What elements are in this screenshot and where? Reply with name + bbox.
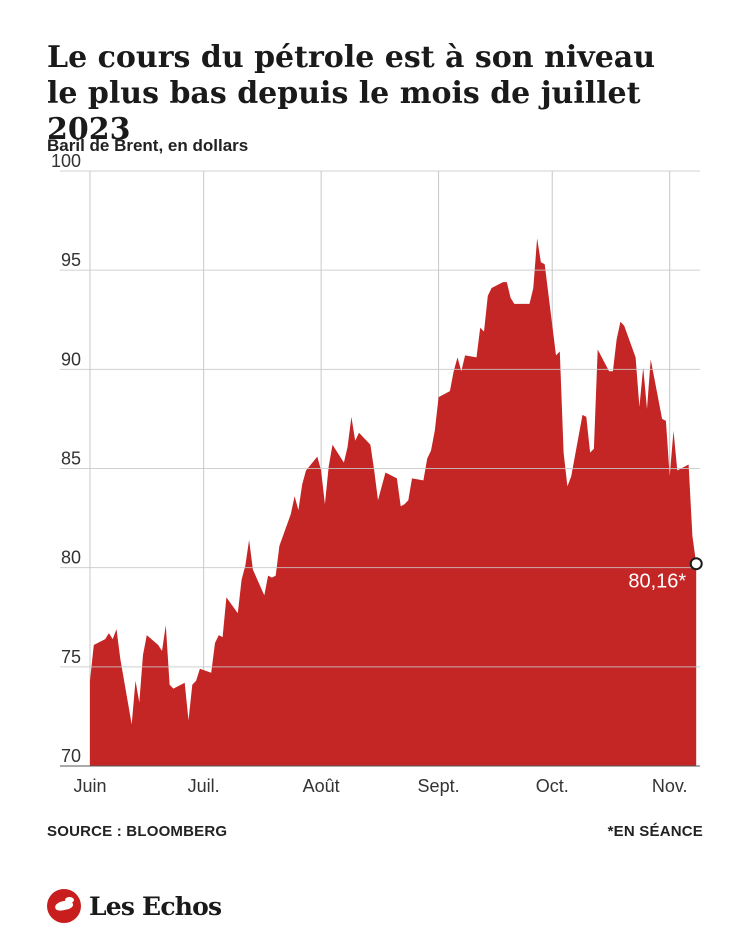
- x-axis-labels: Juin Juil. Août Sept. Oct. Nov.: [73, 776, 687, 796]
- x-tick-label: Juin: [73, 776, 106, 796]
- brent-price-area: [90, 238, 697, 766]
- y-tick-label: 100: [51, 151, 81, 171]
- y-tick-label: 85: [61, 449, 81, 469]
- chart-subtitle: Baril de Brent, en dollars: [47, 136, 249, 155]
- y-tick-label: 70: [61, 746, 81, 766]
- y-tick-label: 90: [61, 349, 81, 369]
- logo-text: Les Echos: [89, 891, 222, 921]
- live-session-note: *EN SÉANCE: [607, 823, 703, 840]
- x-tick-label: Août: [303, 776, 340, 796]
- y-tick-label: 95: [61, 250, 81, 270]
- source-note: SOURCE : BLOOMBERG: [47, 823, 228, 840]
- y-axis-labels: 100 95 90 85 80 75 70: [51, 151, 81, 766]
- last-value-label: 80,16*: [628, 571, 686, 593]
- x-tick-label: Oct.: [536, 776, 569, 796]
- last-value-marker: [689, 557, 703, 571]
- horizontal-gridlines: [60, 170, 700, 767]
- x-tick-label: Juil.: [188, 776, 220, 796]
- chart-title: Le cours du pétrole est à son niveau le …: [47, 40, 727, 148]
- title-line-1: Le cours du pétrole est à son niveau: [47, 40, 656, 75]
- les-echos-logo: Les Echos: [47, 888, 222, 924]
- les-echos-logo-icon: [47, 889, 81, 923]
- x-tick-label: Sept.: [418, 776, 460, 796]
- y-tick-label: 80: [61, 548, 81, 568]
- y-tick-label: 75: [61, 647, 81, 667]
- title-line-2: le plus bas depuis le mois de juillet 20…: [47, 76, 641, 147]
- x-tick-label: Nov.: [652, 776, 688, 796]
